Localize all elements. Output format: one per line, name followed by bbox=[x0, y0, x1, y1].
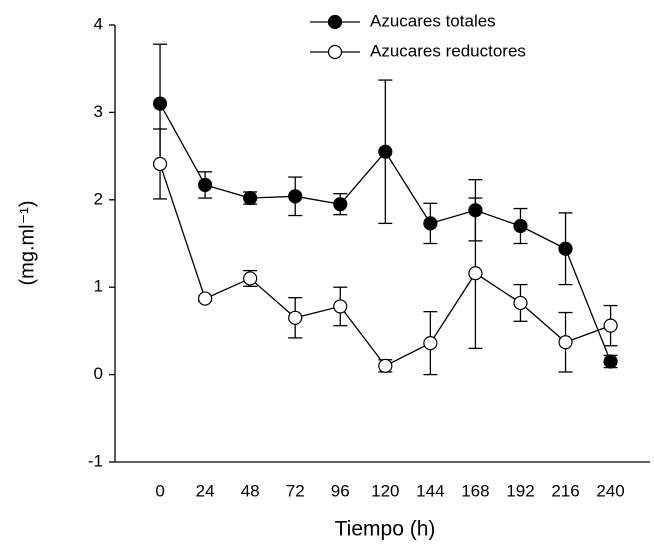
marker bbox=[152, 96, 168, 111]
x-tick-label: 240 bbox=[596, 481, 624, 500]
x-tick-label: 24 bbox=[196, 481, 215, 500]
marker bbox=[198, 291, 213, 306]
marker bbox=[152, 156, 168, 172]
marker bbox=[468, 266, 483, 281]
legend-label: Azucares reductores bbox=[370, 41, 526, 60]
marker bbox=[468, 203, 483, 218]
x-axis-label: Tiempo (h) bbox=[335, 518, 436, 541]
y-axis-label: (mg.ml⁻¹) bbox=[16, 201, 38, 286]
y-tick-label: 1 bbox=[94, 277, 103, 296]
marker bbox=[378, 358, 393, 373]
y-tick-label: 4 bbox=[94, 14, 103, 33]
marker bbox=[513, 218, 528, 234]
marker bbox=[288, 310, 303, 325]
y-tick-label: 2 bbox=[94, 189, 103, 208]
x-tick-label: 48 bbox=[241, 481, 260, 500]
marker bbox=[243, 271, 258, 286]
legend-marker bbox=[327, 14, 343, 30]
x-tick-label: 192 bbox=[506, 481, 534, 500]
marker bbox=[423, 216, 438, 231]
marker bbox=[333, 197, 348, 212]
x-tick-label: 216 bbox=[551, 481, 579, 500]
x-tick-label: 144 bbox=[416, 481, 444, 500]
y-tick-label: 0 bbox=[94, 364, 103, 383]
marker bbox=[558, 335, 573, 350]
legend-label: Azucares totales bbox=[370, 11, 496, 30]
marker bbox=[558, 241, 573, 256]
marker bbox=[243, 190, 258, 206]
x-tick-label: 168 bbox=[461, 481, 489, 500]
marker bbox=[513, 295, 528, 311]
x-tick-label: 72 bbox=[286, 481, 305, 500]
legend-marker bbox=[327, 44, 343, 60]
x-tick-label: 120 bbox=[371, 481, 399, 500]
marker bbox=[603, 318, 618, 333]
marker bbox=[378, 144, 393, 159]
marker bbox=[423, 336, 438, 351]
marker bbox=[333, 299, 348, 314]
x-tick-label: 96 bbox=[331, 481, 350, 500]
y-tick-label: 3 bbox=[94, 102, 103, 121]
x-tick-label: 0 bbox=[155, 481, 164, 500]
y-tick-label: -1 bbox=[88, 451, 103, 470]
marker bbox=[198, 177, 213, 193]
marker bbox=[288, 189, 303, 204]
marker bbox=[603, 354, 618, 369]
